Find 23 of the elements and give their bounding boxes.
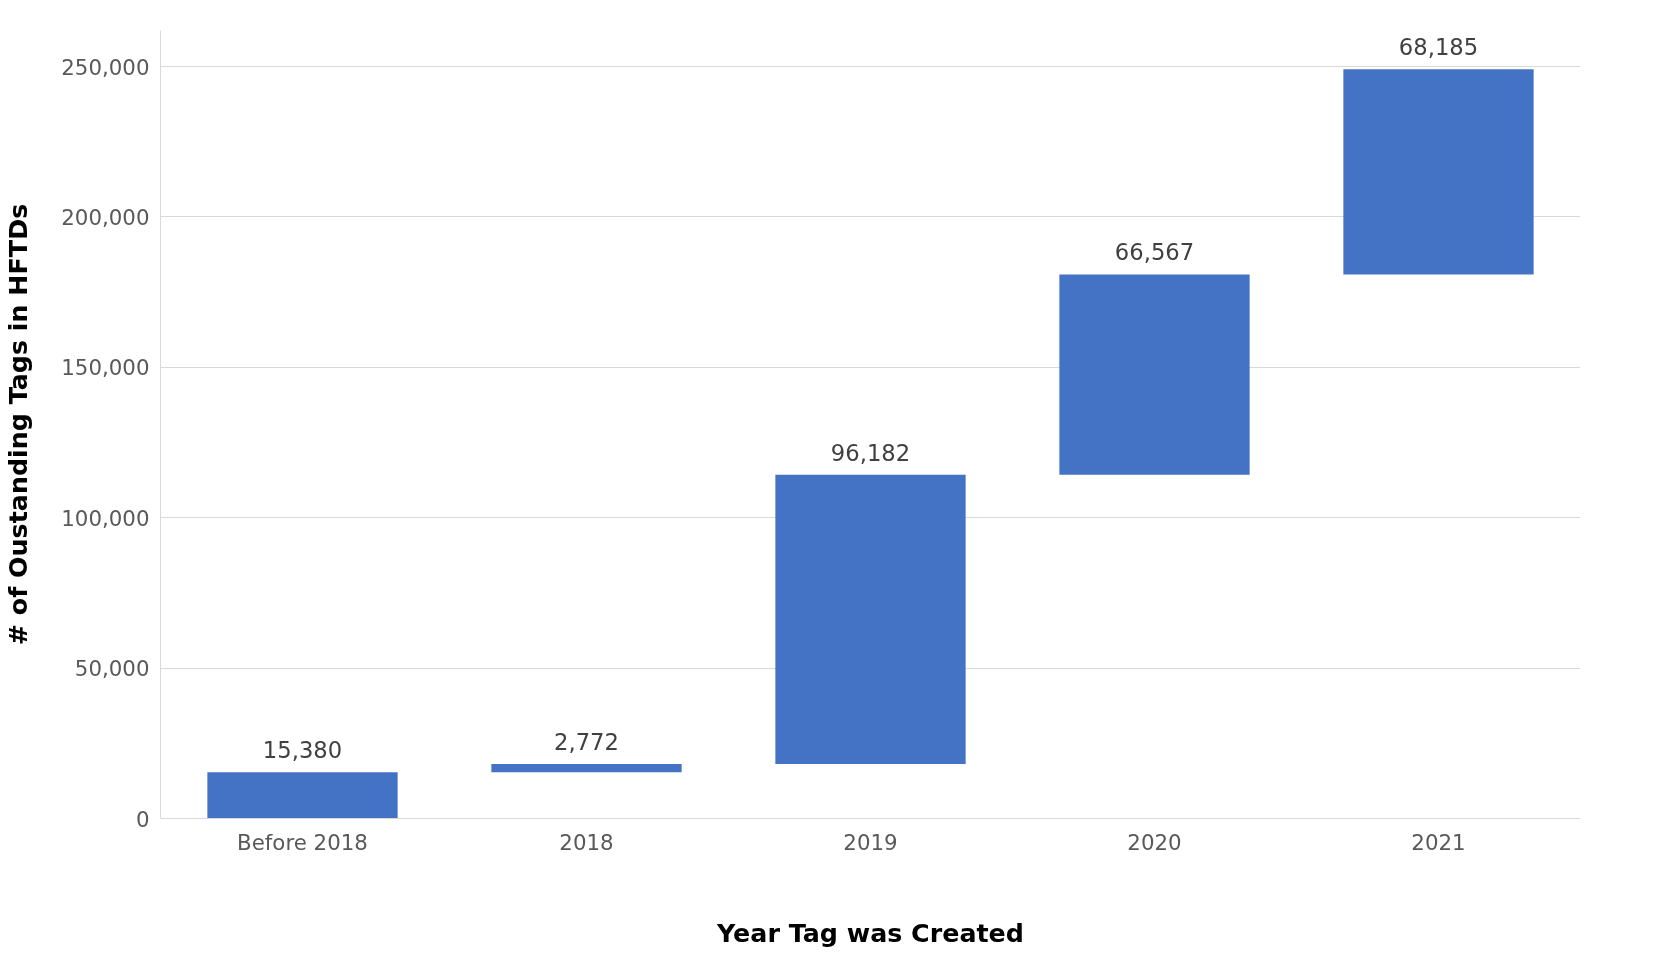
y-tick-label: 50,000 — [74, 656, 150, 682]
bar — [775, 474, 966, 764]
x-tick-label: Before 2018 — [237, 829, 368, 855]
y-tick-label: 0 — [135, 806, 150, 832]
x-axis-title: Year Tag was Created — [716, 917, 1024, 948]
data-label: 66,567 — [1114, 239, 1195, 266]
y-tick-label: 100,000 — [61, 505, 150, 531]
bar — [491, 763, 682, 773]
y-axis-title: # of Oustanding Tags in HFTDs — [3, 203, 34, 646]
bar — [1059, 274, 1250, 475]
data-label: 68,185 — [1398, 34, 1479, 61]
x-tick-label: 2019 — [843, 829, 898, 855]
data-label: 96,182 — [830, 439, 911, 466]
y-tick-label: 150,000 — [61, 355, 150, 381]
y-tick-label: 250,000 — [61, 54, 150, 80]
x-tick-label: 2018 — [559, 829, 614, 855]
y-tick-label: 200,000 — [61, 204, 150, 230]
data-label: 15,380 — [262, 737, 343, 764]
bar — [207, 772, 398, 819]
x-tick-label: 2021 — [1411, 829, 1466, 855]
x-tick-label: 2020 — [1127, 829, 1182, 855]
bar — [1343, 69, 1534, 275]
data-label: 2,772 — [554, 728, 619, 755]
